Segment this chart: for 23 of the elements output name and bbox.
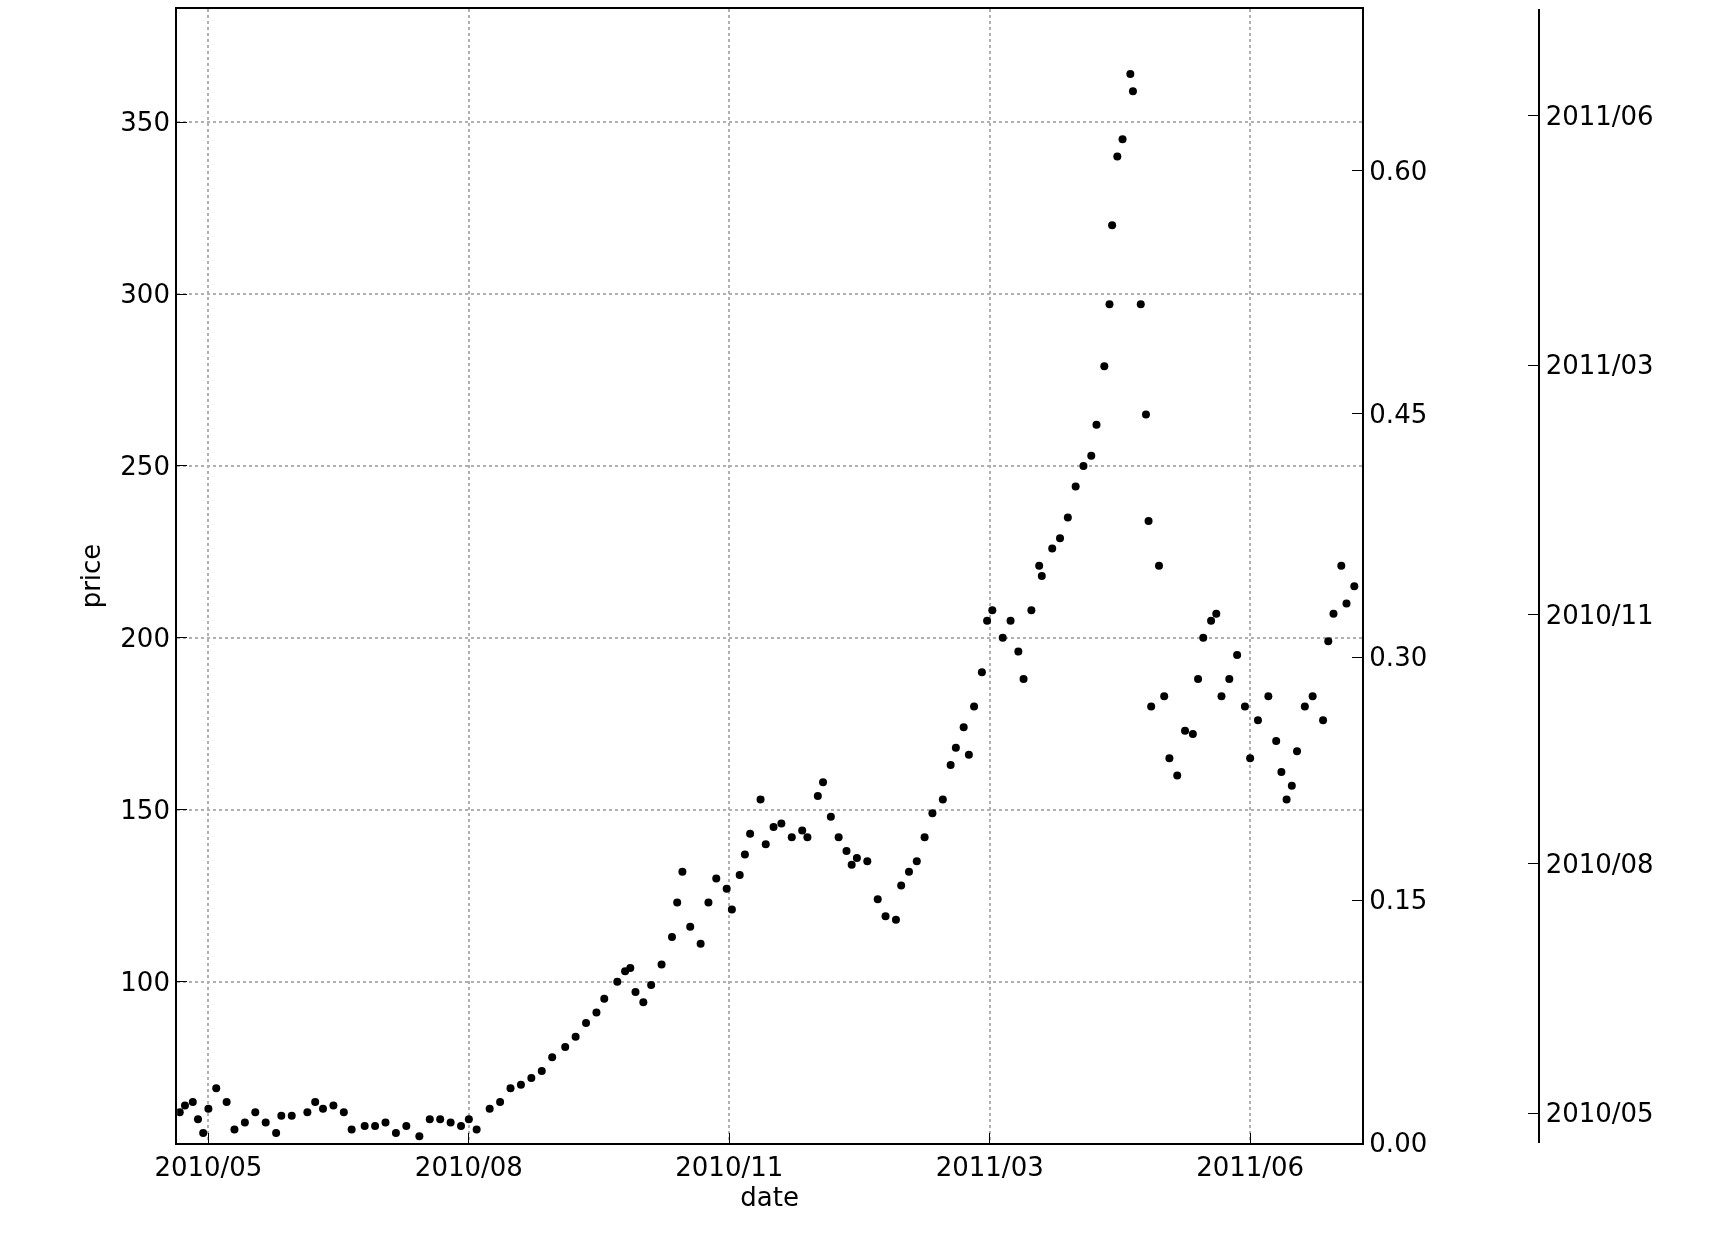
y-axis-title: price (76, 543, 107, 609)
x-tick-label: 2010/05 (154, 1152, 263, 1183)
y3-tick-label: 2011/06 (1545, 101, 1654, 132)
y-tick-label: 100 (120, 966, 170, 997)
y2-tick-label: 0.00 (1369, 1128, 1428, 1159)
x-tick-label: 2011/03 (935, 1152, 1044, 1183)
x-tick-label: 2011/06 (1196, 1152, 1305, 1183)
x-axis-title: date (740, 1182, 799, 1213)
y-tick-label: 350 (120, 107, 170, 138)
y3-tick-label: 2010/08 (1545, 849, 1654, 880)
y2-tick-label: 0.30 (1369, 642, 1428, 673)
x-tick-label: 2010/08 (414, 1152, 523, 1183)
y-tick-label: 300 (120, 279, 170, 310)
y2-tick-label: 0.60 (1369, 155, 1428, 186)
y-tick-label: 200 (120, 622, 170, 653)
y2-tick-label: 0.45 (1369, 399, 1428, 429)
y3-tick-label: 2010/11 (1545, 599, 1654, 630)
y-tick-label: 250 (120, 451, 170, 482)
y2-tick-label: 0.15 (1369, 885, 1428, 916)
x-tick-label: 2010/11 (675, 1152, 784, 1183)
y-tick-label: 150 (120, 794, 170, 825)
y3-tick-label: 2011/03 (1545, 350, 1654, 381)
y3-tick-label: 2010/05 (1545, 1098, 1654, 1129)
